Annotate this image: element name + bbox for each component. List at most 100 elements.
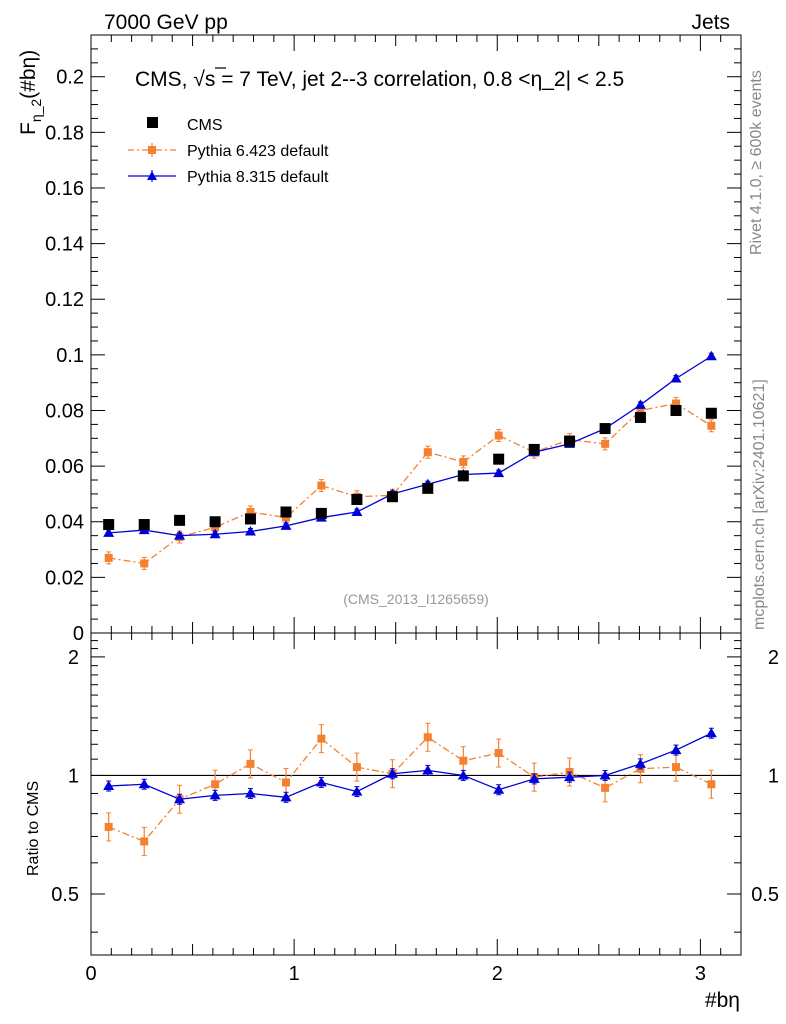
point-pythia6: [707, 421, 716, 430]
ylabel-main: F: [17, 122, 40, 135]
header-right: Jets: [691, 11, 730, 34]
ratio-ytick-label: 2: [68, 647, 79, 669]
x-axis-label: #bη: [705, 989, 740, 1012]
point-pythia6: [104, 553, 113, 562]
series-line-pythia6: [108, 402, 712, 565]
rivet-label: Rivet 4.1.0, ≥ 600k events: [748, 70, 765, 255]
ratio-point-pythia6: [246, 759, 255, 768]
ratio-point-pythia6: [459, 756, 468, 765]
ratio-point-pythia8: [103, 780, 115, 791]
point-pythia8: [670, 373, 682, 383]
ratio-point-pythia6: [601, 783, 610, 792]
ratio-y-axis: 0.5 0.5 1 1 2 2: [51, 640, 779, 933]
ratio-ytick-label: 1: [68, 765, 79, 787]
ratio-point-pythia6: [317, 734, 326, 743]
point-pythia6: [282, 513, 290, 522]
ylabel-sub: η_2: [28, 99, 44, 123]
legend-label-pythia6: Pythia 6.423 default: [187, 143, 329, 160]
legend-label-cms: CMS: [187, 117, 223, 134]
ratio-point-pythia8: [564, 771, 576, 782]
point-cms: [244, 513, 256, 525]
point-pythia8: [209, 528, 221, 539]
main-ytick-label: 0.08: [45, 400, 84, 422]
main-ytick-label: 0.12: [45, 289, 84, 311]
main-ytick-label: 0.06: [45, 456, 84, 478]
main-ytick-label: 0: [73, 623, 84, 645]
point-cms: [351, 493, 363, 505]
ratio-point-pythia8: [138, 778, 150, 789]
ratio-y-label: Ratio to CMS: [25, 781, 42, 876]
ratio-point-pythia8: [280, 791, 292, 802]
point-pythia6: [317, 481, 326, 490]
ratio-xtick-label: 0: [85, 963, 96, 985]
ratio-point-pythia8: [457, 769, 469, 780]
ratio-point-pythia8: [422, 764, 434, 775]
legend: CMS Pythia 6.423 default Pythia 8.315 de…: [128, 117, 329, 186]
chart-title: CMS, √s = 7 TeV, jet 2--3 correlation, 0…: [135, 68, 624, 91]
ratio-xtick-label: 1: [289, 963, 300, 985]
ratio-point-pythia6: [707, 780, 716, 789]
ratio-line-pythia6: [108, 736, 712, 843]
series-line-pythia8: [108, 355, 712, 537]
point-pythia8: [103, 527, 115, 537]
analysis-label: (CMS_2013_I1265659): [343, 591, 489, 607]
main-y-label: Fη_2(#bη): [17, 50, 44, 135]
legend-label-pythia8: Pythia 8.315 default: [187, 169, 329, 186]
ratio-panel-frame: [90, 632, 742, 956]
point-pythia8: [280, 520, 292, 530]
ylabel-suffix: (#bη): [17, 50, 40, 99]
point-cms: [422, 482, 434, 494]
ratio-point-pythia8: [174, 793, 186, 804]
ratio-point-pythia6: [672, 763, 680, 772]
point-cms: [386, 491, 398, 503]
point-pythia6: [494, 431, 503, 440]
ratio-point-pythia8: [209, 789, 221, 800]
ratio-point-pythia8: [351, 786, 363, 796]
point-pythia8: [705, 350, 717, 361]
ratio-data-layer: [103, 722, 717, 856]
main-ytick-label: 0.14: [45, 234, 84, 256]
legend-marker-pythia6: [148, 146, 156, 154]
point-cms: [599, 423, 611, 435]
point-cms: [174, 514, 186, 526]
point-cms: [103, 519, 115, 531]
point-cms: [634, 411, 646, 423]
main-y-axis: 0 0.02 0.04 0.06 0.08 0.1 0.12 0.14 0.16 0.18 0.2: [45, 48, 741, 645]
title-pre: CMS,: [135, 68, 193, 91]
point-cms: [528, 443, 540, 455]
main-ytick-label: 0.18: [45, 122, 84, 144]
point-cms: [315, 507, 327, 519]
point-pythia8: [351, 506, 363, 517]
main-x-axis: [90, 35, 742, 633]
point-pythia6: [636, 406, 645, 415]
point-cms: [138, 519, 150, 531]
ratio-xtick-label: 2: [492, 963, 503, 985]
point-pythia6: [140, 559, 149, 568]
ratio-point-pythia6: [352, 763, 361, 772]
svg-text:Fη_2(#bη): Fη_2(#bη): [17, 50, 44, 135]
title-root: √: [193, 68, 205, 91]
ratio-ytick-label-right: 1: [768, 765, 779, 787]
point-pythia6: [246, 508, 255, 517]
point-cms: [457, 470, 469, 482]
main-ytick-label: 0.04: [45, 512, 84, 534]
ratio-line-pythia8: [108, 732, 712, 800]
main-ytick-label: 0.1: [56, 345, 84, 367]
ratio-ytick-label-right: 0.5: [751, 884, 779, 906]
main-ytick-label: 0.02: [45, 567, 84, 589]
ratio-point-pythia8: [244, 787, 256, 798]
ratio-point-pythia6: [140, 837, 149, 846]
point-pythia6: [459, 457, 468, 466]
ratio-point-pythia8: [705, 727, 717, 738]
ratio-point-pythia8: [528, 773, 540, 783]
ratio-xtick-label: 3: [695, 963, 706, 985]
point-pythia6: [423, 448, 432, 457]
ratio-ytick-label-right: 2: [768, 647, 779, 669]
ratio-point-pythia6: [282, 778, 290, 787]
ratio-ytick-label: 0.5: [51, 884, 79, 906]
main-ytick-label: 0.16: [45, 178, 84, 200]
point-pythia8: [493, 467, 505, 478]
point-cms: [670, 404, 682, 416]
point-pythia6: [601, 439, 610, 448]
